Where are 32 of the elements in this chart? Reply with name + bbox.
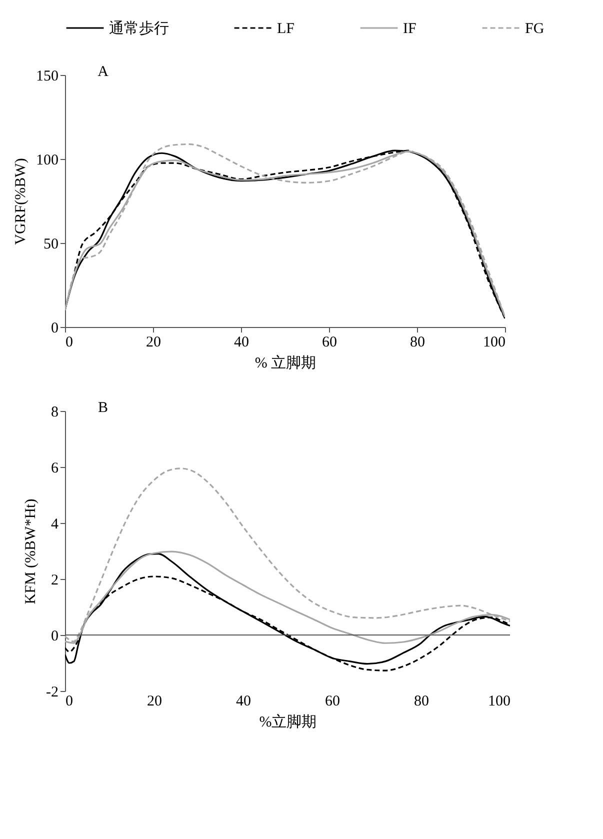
- legend-label: IF: [403, 21, 416, 37]
- y-tick-label: 150: [36, 68, 58, 84]
- x-tick-label: 80: [410, 334, 425, 350]
- x-axis-title: %立脚期: [259, 714, 317, 730]
- y-tick-label: 4: [51, 516, 59, 532]
- x-tick-label: 0: [66, 334, 73, 350]
- y-tick-label: 6: [51, 460, 59, 476]
- x-tick-label: 20: [146, 334, 161, 350]
- x-tick-label: 60: [322, 334, 337, 350]
- y-tick-label: 2: [51, 572, 58, 588]
- x-tick-label: 40: [236, 694, 251, 710]
- legend-label: LF: [277, 21, 295, 37]
- x-tick-label: 0: [66, 694, 73, 710]
- y-tick-label: 0: [51, 320, 58, 336]
- y-tick-label: 100: [36, 152, 58, 168]
- y-tick-label: 8: [51, 404, 58, 420]
- y-tick-label: 0: [51, 628, 58, 644]
- x-tick-label: 100: [483, 334, 506, 350]
- y-axis-title: KFM (%BW*Ht): [23, 498, 40, 604]
- x-tick-label: 100: [488, 694, 510, 710]
- annotation: A: [98, 64, 109, 80]
- x-tick-label: 40: [234, 334, 249, 350]
- x-axis-title: % 立脚期: [254, 354, 316, 372]
- y-axis-title: VGRF(%BW): [13, 158, 29, 245]
- x-tick-label: 20: [147, 694, 162, 710]
- y-tick-label: -2: [46, 684, 58, 700]
- y-tick-label: 50: [44, 236, 58, 252]
- x-tick-label: 60: [325, 694, 340, 710]
- x-tick-label: 80: [414, 694, 429, 710]
- legend-label: FG: [525, 21, 544, 37]
- legend-label: 通常歩行: [109, 20, 169, 37]
- annotation: B: [98, 400, 108, 416]
